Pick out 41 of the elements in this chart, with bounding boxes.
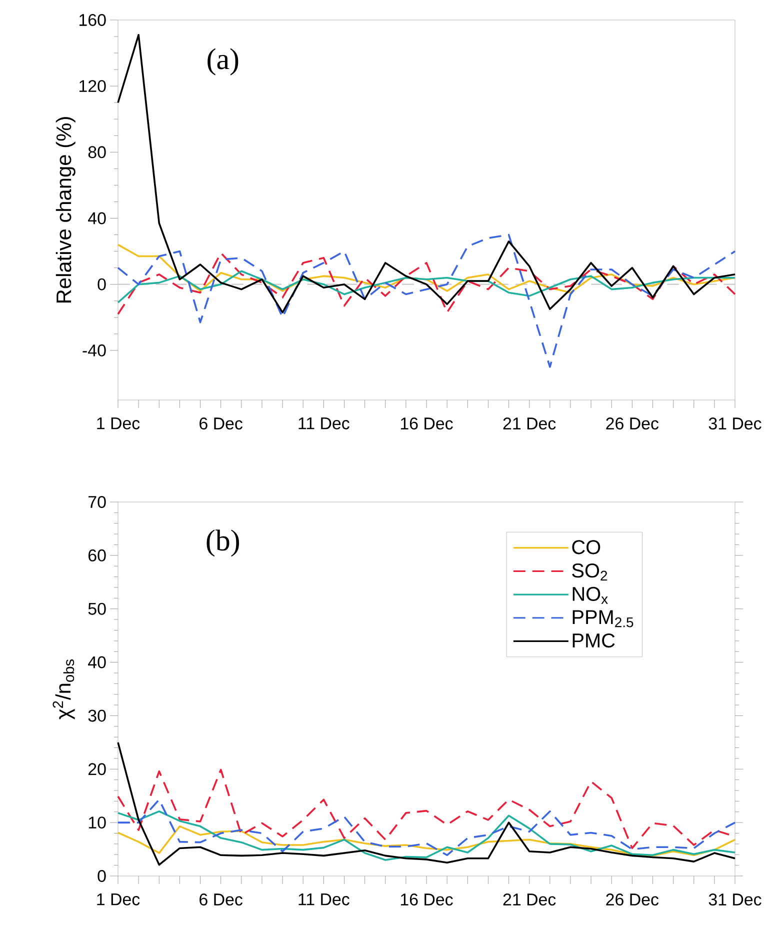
x-tick-label: 1 Dec (97, 418, 140, 430)
x-tick-label: 26 Dec (606, 894, 659, 906)
y-tick-label: 40 (88, 212, 106, 224)
y-tick-label: 60 (88, 549, 106, 562)
line-series (117, 810, 736, 861)
x-tick-label: 31 Dec (708, 418, 762, 430)
x-tick-label: 6 Dec (200, 418, 242, 430)
legend-label: PPM$_{2.5}$ (572, 610, 634, 628)
y-tick-label: 80 (88, 146, 106, 158)
y-axis-title: Relative change (%) (56, 117, 76, 302)
legend-label: CO (572, 540, 600, 554)
y-axis-title: χ$^{2}$/n$_{obs}$ (52, 659, 75, 720)
x-tick-label: 11 Dec (298, 894, 350, 906)
x-tick-label: 11 Dec (298, 418, 350, 430)
line-series (117, 798, 736, 856)
x-tick-label: 6 Dec (200, 894, 242, 906)
y-tick-label: 0 (98, 278, 106, 290)
line-series (117, 252, 736, 315)
y-tick-label: 40 (88, 656, 106, 668)
legend-label: NO$_{x}$ (572, 586, 608, 604)
y-tick-label: 120 (80, 80, 106, 92)
line-series (117, 825, 736, 857)
x-tick-label: 26 Dec (606, 418, 659, 430)
x-tick-label: 21 Dec (503, 418, 556, 430)
legend-label: SO$_{2}$ (572, 564, 608, 581)
x-tick-label: 1 Dec (97, 894, 140, 906)
y-tick-label: 50 (88, 602, 106, 615)
y-tick-label: 30 (88, 710, 106, 722)
y-tick-label: 70 (88, 496, 106, 508)
x-tick-label: 16 Dec (400, 894, 453, 906)
x-tick-label: 16 Dec (400, 418, 453, 430)
y-tick-label: 10 (88, 816, 106, 829)
annotation: (b) (206, 530, 239, 557)
legend-label: PMC (572, 633, 615, 648)
y-tick-label: -40 (82, 344, 106, 356)
y-tick-label: 20 (88, 763, 106, 776)
x-tick-label: 21 Dec (503, 894, 556, 906)
annotation: (a) (208, 48, 238, 76)
y-tick-label: 0 (98, 870, 106, 882)
y-tick-label: 160 (80, 14, 106, 26)
x-tick-label: 31 Dec (708, 894, 762, 906)
